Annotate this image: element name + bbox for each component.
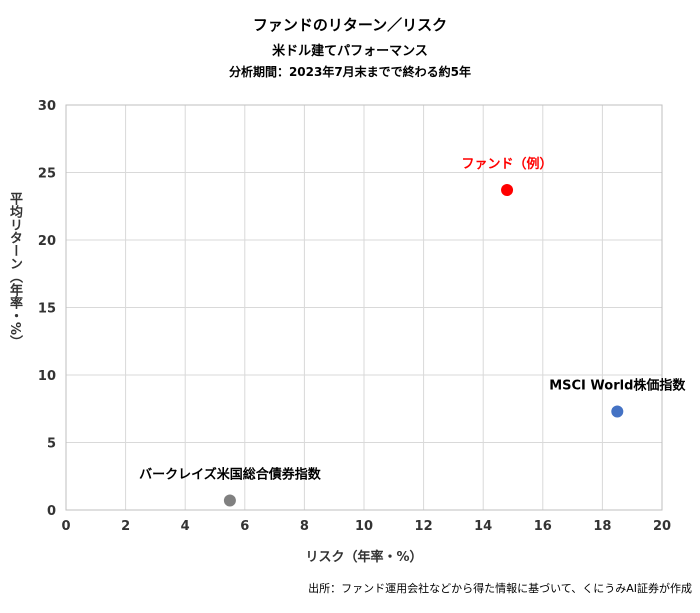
x-tick-label: 2: [121, 519, 130, 534]
x-tick-label: 12: [415, 519, 433, 534]
data-label: MSCI World株価指数: [549, 377, 686, 393]
x-tick-label: 4: [181, 519, 190, 534]
plot-border: [65, 104, 663, 511]
chart-period: 分析期間：2023年7月末までで終わる約5年: [228, 65, 472, 79]
y-tick-label: 0: [47, 504, 56, 519]
data-point: [611, 405, 624, 418]
data-label: ファンド（例）: [462, 156, 553, 172]
y-axis-label: 平均リターン（年率・%）: [7, 191, 22, 349]
x-tick-label: 8: [300, 519, 309, 534]
data-point: [223, 494, 236, 507]
source-note: 出所：ファンド運用会社などから得た情報に基づいて、くにうみAI証券が作成: [308, 582, 692, 595]
x-tick-label: 14: [474, 519, 492, 534]
y-tick-label: 10: [38, 369, 56, 384]
chart-title: ファンドのリターン／リスク: [252, 16, 448, 34]
x-tick-label: 6: [240, 519, 249, 534]
y-tick-label: 25: [38, 167, 56, 182]
x-axis-label: リスク（年率・%）: [305, 550, 423, 565]
x-tick-label: 10: [355, 519, 373, 534]
data-label: バークレイズ米国総合債券指数: [139, 467, 322, 483]
data-point: [501, 184, 514, 197]
y-tick-label: 5: [47, 437, 56, 452]
x-tick-label: 16: [534, 519, 552, 534]
y-tick-label: 15: [38, 302, 56, 317]
chart-subtitle: 米ドル建てパフォーマンス: [272, 44, 428, 59]
x-tick-label: 0: [61, 519, 70, 534]
x-tick-label: 18: [593, 519, 611, 534]
x-tick-label: 20: [653, 519, 671, 534]
y-tick-label: 20: [38, 234, 56, 249]
y-tick-label: 30: [38, 99, 56, 114]
